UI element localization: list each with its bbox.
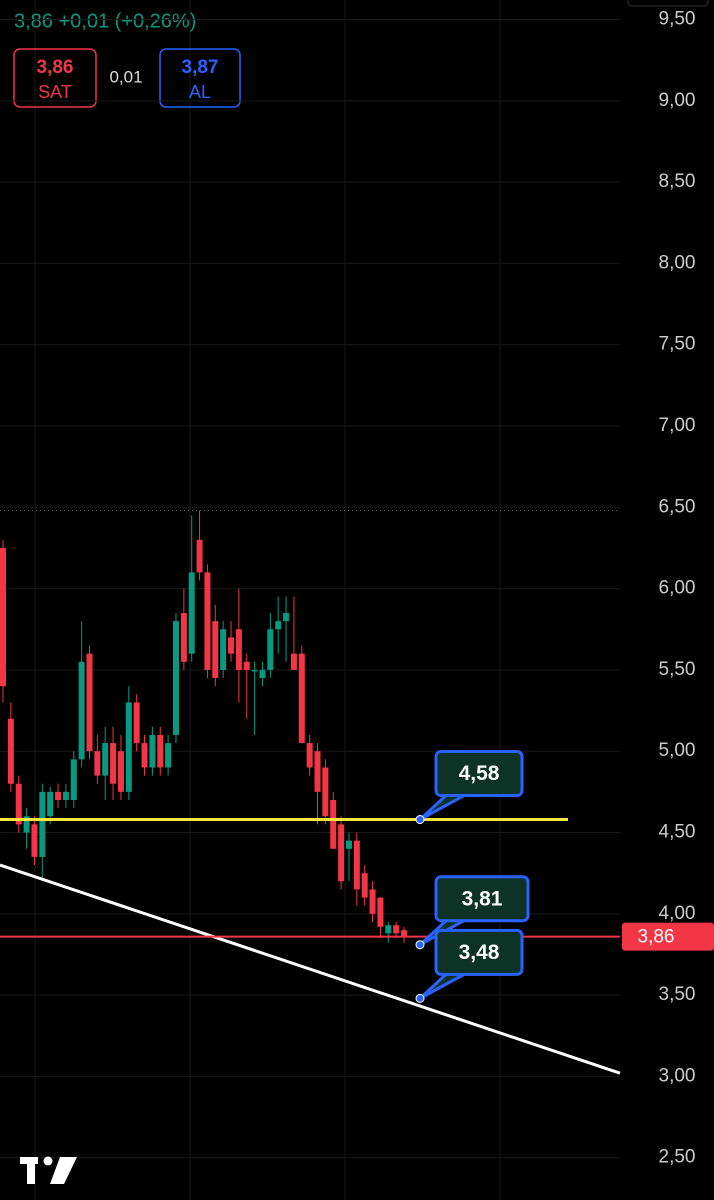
candle-body: [322, 767, 329, 817]
candle-body: [7, 718, 14, 784]
candle-body: [180, 613, 187, 662]
candle-body: [157, 734, 164, 768]
buy-price: 3,87: [182, 57, 219, 78]
candle-body: [298, 653, 305, 744]
y-tick-label: 2,50: [659, 1147, 696, 1168]
candle-body: [361, 873, 368, 898]
candle-body: [314, 751, 321, 792]
y-tick-label: 6,00: [659, 578, 696, 599]
candle-body: [133, 702, 140, 744]
candle-body: [283, 613, 290, 622]
y-tick-label: 9,50: [659, 9, 696, 30]
candle-body: [172, 621, 179, 735]
candle-body: [102, 743, 109, 776]
candle-body: [385, 925, 392, 934]
callout-label: 3,81: [462, 887, 503, 910]
candle-body: [204, 572, 211, 670]
candle-body: [94, 751, 101, 776]
candle-body: [55, 791, 62, 800]
anchor-point: [415, 940, 425, 950]
candle-body: [165, 743, 172, 768]
candle-body: [39, 791, 46, 857]
candle-body: [149, 734, 156, 768]
y-tick-label: 7,00: [659, 415, 696, 436]
y-tick-label: 6,50: [659, 496, 696, 517]
y-tick-label: 8,00: [659, 252, 696, 273]
candle-body: [0, 547, 6, 687]
candle-body: [110, 743, 117, 784]
y-tick-label: 5,50: [659, 659, 696, 680]
y-tick-label: 5,00: [659, 740, 696, 761]
candle-body: [196, 539, 203, 573]
candle-body: [117, 751, 124, 792]
candle-body: [188, 572, 195, 654]
candle-body: [62, 791, 69, 800]
buy-label: AL: [189, 82, 211, 102]
anchor-point: [415, 815, 425, 825]
candle-body: [243, 661, 250, 670]
candle-body: [125, 702, 132, 792]
candle-body: [228, 637, 235, 654]
headline: 3,86 +0,01 (+0,26%): [14, 10, 196, 32]
v-grid: [34, 0, 501, 1200]
y-tick-label: 3,50: [659, 984, 696, 1005]
candle-body: [23, 816, 30, 833]
candle-body: [86, 653, 93, 752]
last-price-label: 3,86: [638, 927, 675, 948]
spread: 0,01: [109, 67, 142, 86]
candle-body: [345, 840, 352, 849]
candle-body: [251, 669, 258, 672]
candle-body: [393, 925, 400, 934]
logo-part: [43, 1156, 53, 1166]
last-price-box: [622, 922, 714, 951]
y-tick-label: 9,00: [659, 90, 696, 111]
candle-body: [47, 791, 54, 817]
candle-body: [141, 743, 148, 768]
y-tick-label: 3,00: [659, 1065, 696, 1086]
candle-body: [212, 621, 219, 679]
candle-body: [15, 783, 22, 825]
logo-part: [27, 1157, 35, 1184]
sell-label: SAT: [38, 82, 72, 102]
logo-part: [50, 1157, 77, 1184]
candle-body: [353, 840, 360, 890]
candle-body: [70, 759, 77, 800]
candle-body: [267, 629, 274, 670]
y-tick-label: 7,50: [659, 334, 696, 355]
logo: [20, 1156, 77, 1184]
candle-body: [290, 653, 297, 670]
candle-body: [78, 661, 85, 760]
callout-box: [434, 928, 524, 976]
callout-label: 4,58: [459, 762, 500, 785]
candle-body: [330, 800, 337, 849]
candle-body: [401, 930, 407, 937]
candle-body: [338, 824, 345, 882]
sell-price: 3,86: [37, 57, 74, 78]
callout-label: 3,48: [459, 941, 500, 964]
anchor-point: [415, 993, 425, 1003]
candle-body: [306, 743, 313, 768]
buy-box[interactable]: [159, 48, 241, 108]
candle-body: [369, 889, 376, 914]
callout-box: [434, 750, 524, 798]
candle-body: [235, 629, 242, 670]
trendline: [0, 863, 621, 1075]
y-tick-label: 4,50: [659, 822, 696, 843]
candle-body: [220, 629, 227, 670]
y-tick-label: 4,00: [659, 903, 696, 924]
axis-button[interactable]: [627, 0, 709, 7]
callout-box: [434, 875, 530, 923]
candle-body: [259, 669, 266, 679]
candle-body: [377, 897, 384, 927]
y-tick-label: 8,50: [659, 171, 696, 192]
candle-body: [275, 621, 282, 630]
sell-box[interactable]: [13, 48, 97, 108]
candle-body: [31, 824, 38, 857]
